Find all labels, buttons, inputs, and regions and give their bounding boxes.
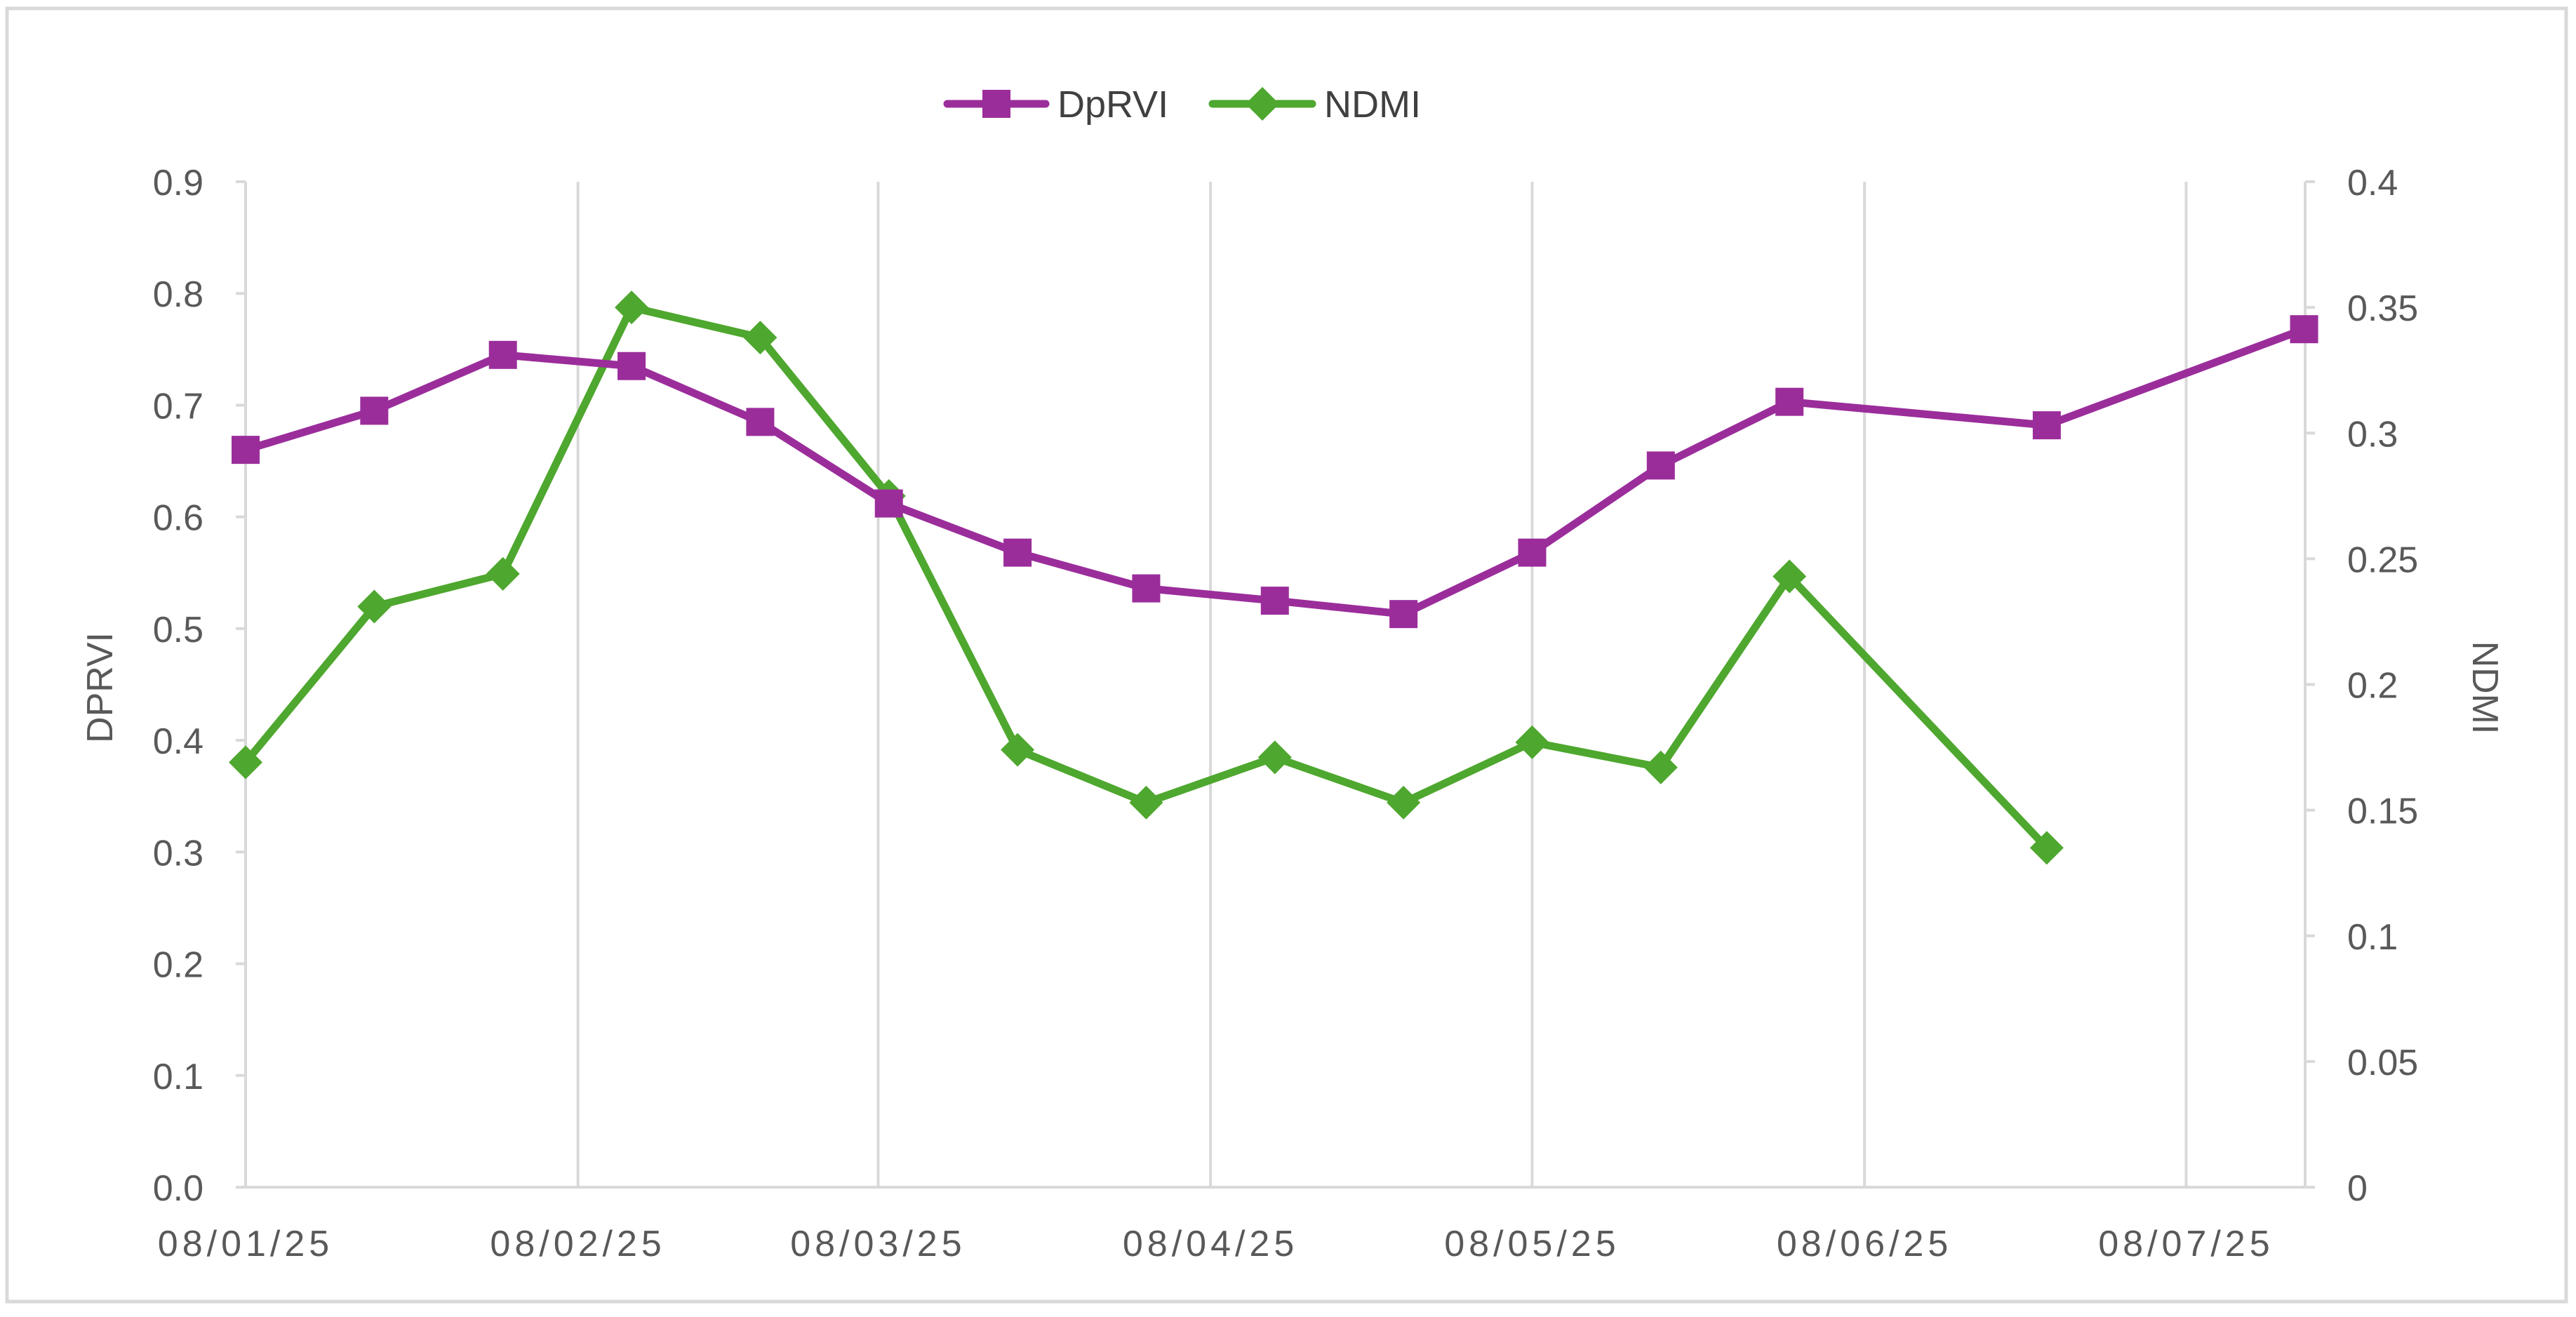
right-tick-label: 0.15 [2347, 791, 2418, 832]
right-tick-label: 0.25 [2347, 540, 2418, 580]
dprvi-point [1132, 574, 1161, 603]
legend-label-ndmi: NDMI [1324, 83, 1421, 126]
x-tick-label: 08/03/25 [790, 1224, 966, 1264]
dprvi-point [1646, 451, 1675, 480]
ndmi-point [486, 556, 520, 591]
left-tick-label: 0.9 [153, 163, 203, 203]
right-tick-label: 0.4 [2347, 163, 2398, 203]
x-tick-label: 08/04/25 [1123, 1224, 1298, 1264]
right-tick-label: 0.3 [2347, 414, 2398, 455]
x-tick-label: 08/07/25 [2098, 1224, 2274, 1264]
x-tick-label: 08/05/25 [1444, 1224, 1620, 1264]
dprvi-point [1389, 600, 1418, 629]
left-tick-label: 0.8 [153, 274, 203, 315]
dprvi-point [874, 489, 903, 518]
right-tick-label: 0.05 [2347, 1043, 2418, 1083]
ndmi-point [2029, 831, 2064, 865]
ndmi-point [1257, 740, 1292, 775]
legend: DpRVI NDMI [943, 83, 1421, 126]
right-tick-label: 0.1 [2347, 917, 2398, 958]
dprvi-point [1775, 387, 1804, 416]
right-tick-label: 0.2 [2347, 666, 2398, 707]
dprvi-point [746, 408, 775, 436]
dprvi-point [1518, 538, 1547, 567]
ndmi-point [1643, 750, 1678, 784]
ndmi-point [1773, 559, 1807, 594]
chart-border [5, 6, 2568, 1304]
left-axis-title: DPRVI [80, 632, 121, 743]
x-tick-label: 08/06/25 [1777, 1224, 1952, 1264]
axes: 08/01/25 08/02/25 08/03/25 08/04/25 08/05/25… [153, 163, 2419, 1264]
left-tick-label: 0.4 [153, 721, 203, 762]
ndmi-point [1129, 785, 1163, 820]
ndmi-point [357, 589, 392, 624]
ndmi-line [241, 303, 2051, 852]
dprvi-point [2290, 315, 2318, 344]
right-tick-label: 0 [2347, 1168, 2368, 1209]
dprvi-point [488, 340, 517, 369]
left-tick-label: 0.1 [153, 1057, 203, 1097]
dprvi-point [2032, 411, 2061, 440]
ndmi-point [1001, 733, 1035, 767]
x-tick-label: 08/01/25 [158, 1224, 333, 1264]
right-axis-title: NDMI [2464, 641, 2505, 735]
gridlines [576, 182, 2188, 1187]
legend-marker-ndmi [1246, 87, 1279, 121]
ndmi-point [229, 745, 262, 780]
dprvi-point [360, 396, 389, 425]
left-tick-label: 0.3 [153, 833, 203, 874]
x-tick-label: 08/02/25 [490, 1224, 665, 1264]
ndmi-point [1387, 785, 1421, 820]
dprvi-point [1260, 587, 1289, 615]
ndmi-point [615, 290, 649, 325]
left-tick-label: 0.2 [153, 945, 203, 986]
left-tick-label: 0.5 [153, 610, 203, 650]
left-tick-label: 0.6 [153, 498, 203, 539]
left-tick-label: 0.7 [153, 386, 203, 427]
ndmi-point [743, 321, 778, 355]
dprvi-point [618, 352, 646, 380]
ndmi-point [1515, 725, 1549, 759]
left-tick-label: 0.0 [153, 1168, 203, 1209]
legend-label-dprvi: DpRVI [1057, 83, 1168, 126]
right-tick-label: 0.35 [2347, 288, 2418, 329]
series [229, 290, 2318, 865]
legend-marker-dprvi [982, 90, 1010, 118]
dprvi-point [232, 436, 260, 464]
dprvi-point [1003, 538, 1032, 567]
